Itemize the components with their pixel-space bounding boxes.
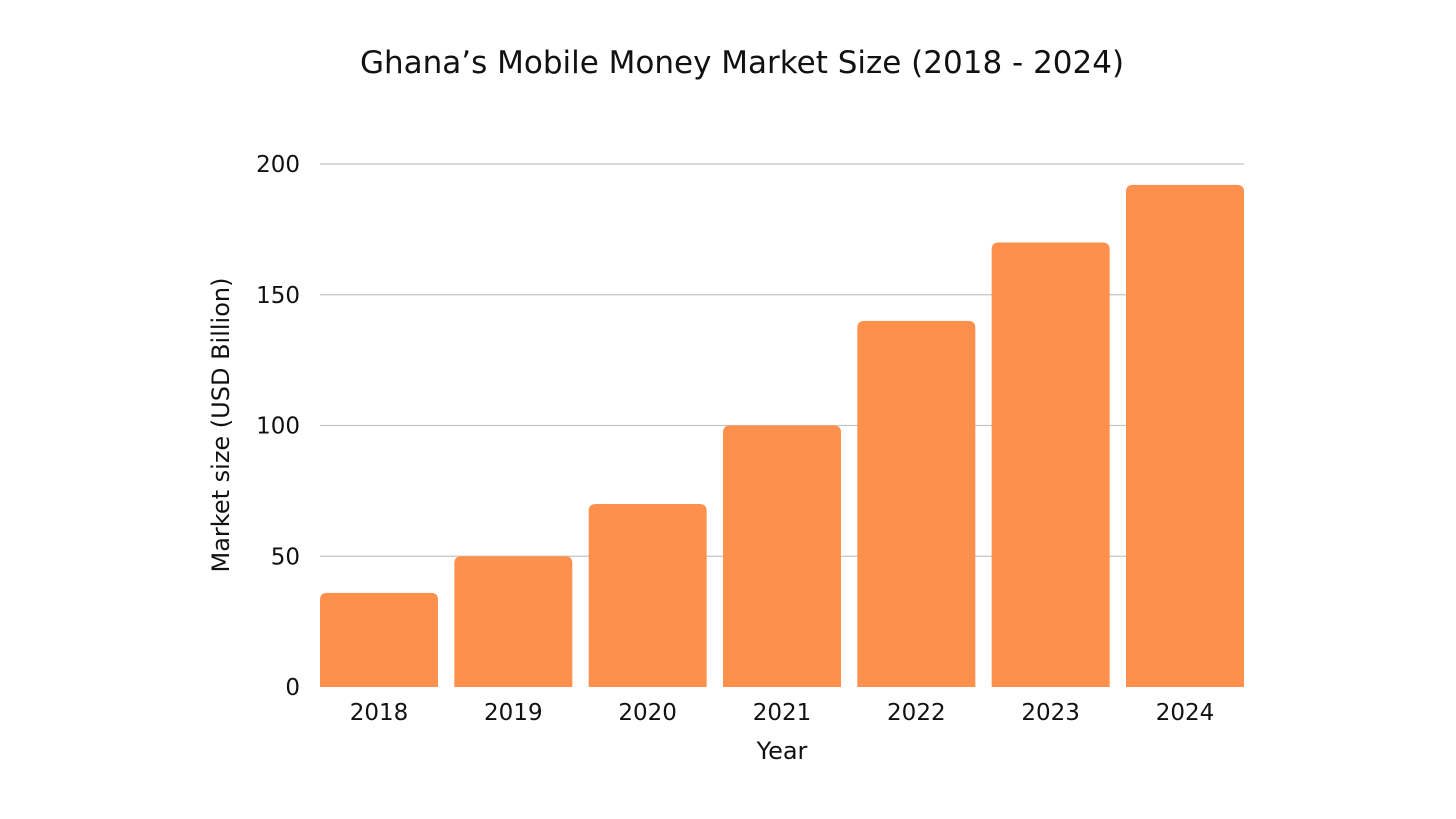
x-axis-ticks: 2018 2019 2020 2021 2022 2023 2024 xyxy=(350,700,1215,726)
x-tick-label-2024: 2024 xyxy=(1156,700,1215,726)
y-tick-label: 100 xyxy=(256,414,300,440)
y-tick-label: 50 xyxy=(271,544,300,570)
bars xyxy=(320,184,1244,688)
bar-2023 xyxy=(991,242,1110,687)
bar-2020 xyxy=(588,503,707,687)
y-axis-label: Market size (USD Billion) xyxy=(207,278,235,573)
chart-title: Ghana’s Mobile Money Market Size (2018 -… xyxy=(360,45,1124,81)
bar-2018 xyxy=(320,592,438,687)
bar-2021 xyxy=(723,425,841,687)
x-tick-label-2019: 2019 xyxy=(484,700,543,726)
x-tick-label-2023: 2023 xyxy=(1021,700,1080,726)
x-tick-label-2022: 2022 xyxy=(887,700,946,726)
bar-2022 xyxy=(857,320,976,687)
y-tick-label: 200 xyxy=(256,152,300,178)
bar-2024 xyxy=(1126,184,1244,688)
y-axis-ticks: 0 50 100 150 200 xyxy=(256,152,300,701)
y-tick-label: 0 xyxy=(285,675,300,701)
x-axis-label: Year xyxy=(756,737,808,765)
x-tick-label-2020: 2020 xyxy=(618,700,677,726)
y-tick-label: 150 xyxy=(256,283,300,309)
bar-2019 xyxy=(454,556,573,687)
x-tick-label-2018: 2018 xyxy=(350,700,409,726)
x-tick-label-2021: 2021 xyxy=(753,700,812,726)
